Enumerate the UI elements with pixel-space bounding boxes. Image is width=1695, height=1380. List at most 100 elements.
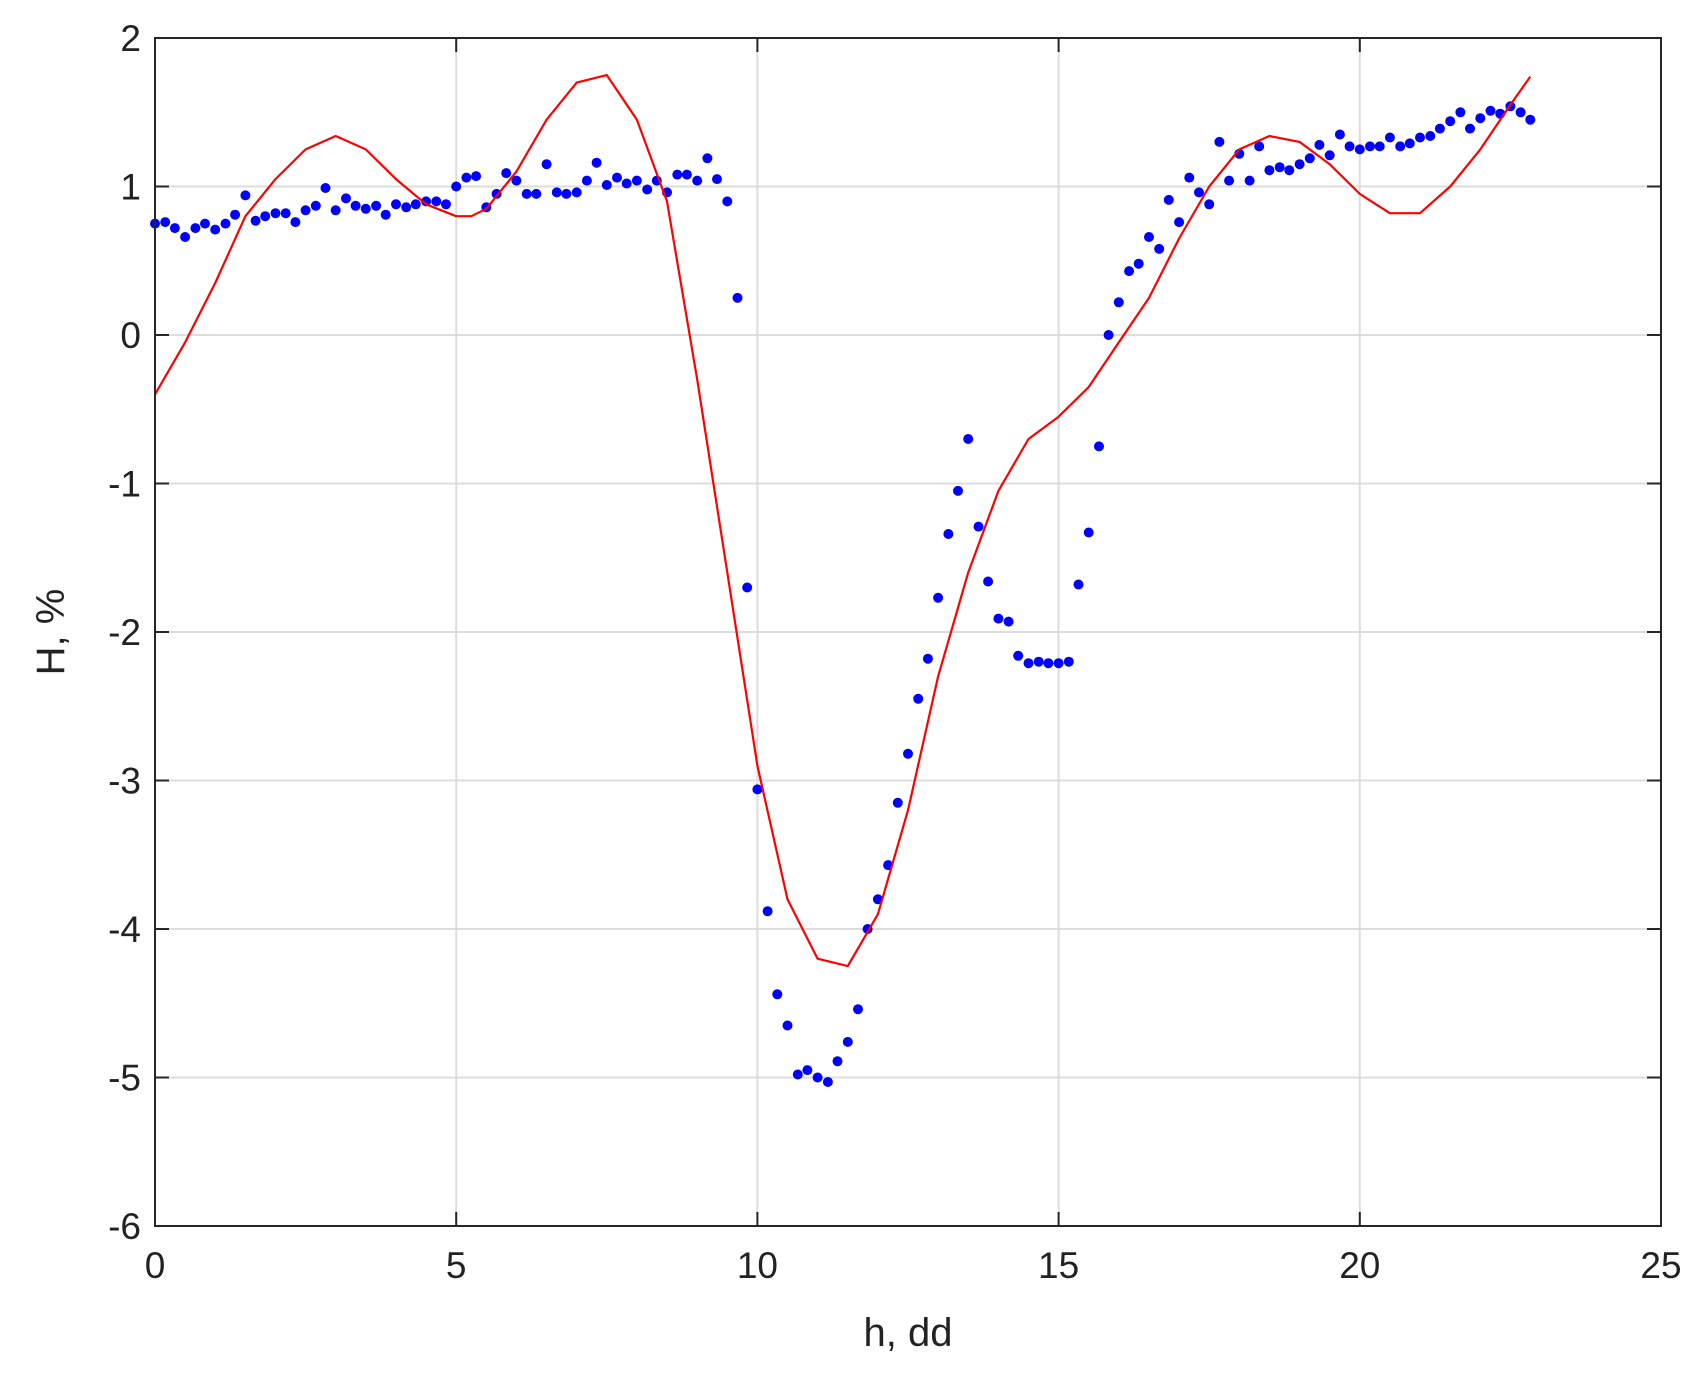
data-point [1274,162,1285,173]
data-point [742,582,753,593]
data-point [1214,136,1225,147]
data-point [922,653,933,664]
data-point [1003,616,1014,627]
data-point [380,209,391,220]
data-point [1515,107,1526,118]
data-point [642,184,653,195]
data-point [993,613,1004,624]
data-point [842,1036,853,1047]
series-1-line [154,73,1532,968]
data-point [612,172,622,183]
data-point [1294,159,1305,170]
data-point [160,217,171,228]
data-point [169,223,180,234]
data-point [953,485,963,496]
data-point [963,434,974,444]
data-point [1374,141,1385,152]
grid [155,38,1661,1226]
y-tick-label: -4 [108,909,141,950]
y-axis-label: H, % [29,589,73,676]
data-point [853,1004,863,1015]
data-point [1113,297,1124,308]
data-point [1314,139,1325,150]
data-point [391,199,401,210]
data-point [1344,141,1355,152]
data-point [1404,138,1415,149]
data-point [1094,441,1104,452]
x-tick-label: 15 [1038,1245,1079,1286]
data-point [1284,165,1295,176]
series-layer [150,73,1536,1087]
data-point [1244,175,1255,186]
data-point [310,200,321,211]
data-point [341,193,351,204]
data-point [1224,175,1235,186]
data-point [1184,172,1195,183]
data-point [551,187,562,198]
y-tick-label: 1 [120,167,141,208]
data-point [1133,258,1144,269]
data-point [1525,114,1536,125]
data-point [722,196,733,207]
data-point [1043,658,1054,669]
data-point [1415,132,1425,143]
data-point [240,190,251,201]
data-point [471,171,482,182]
y-tick-label: -2 [108,612,141,653]
data-point [441,199,451,210]
data-point [1254,141,1265,152]
data-point [983,576,994,587]
data-point [782,1020,793,1031]
data-point [822,1077,833,1087]
data-point [1485,105,1496,116]
data-point [1194,187,1204,198]
data-point [270,208,281,219]
y-tick-label: -6 [108,1206,141,1247]
data-point [320,183,331,193]
data-point [260,211,271,222]
data-point [832,1056,843,1067]
y-tick-label: 2 [120,18,141,59]
data-point [1384,132,1395,143]
data-point [230,209,241,220]
data-point [280,208,291,219]
data-point [1324,150,1335,161]
y-tick-label: -3 [108,761,141,802]
data-point [521,188,532,199]
data-point [1174,217,1185,228]
data-point [200,218,210,229]
data-point [672,169,683,180]
data-point [290,217,301,228]
data-point [792,1069,803,1080]
data-point [180,232,191,242]
data-point [1083,527,1094,538]
data-point [410,199,421,210]
y-tick-label: -5 [108,1058,141,1099]
x-tick-label: 25 [1640,1245,1681,1286]
data-point [541,159,552,170]
data-point [1204,199,1215,210]
data-point [712,174,722,185]
x-axis-label: h, dd [864,1311,953,1355]
data-point [1304,153,1315,164]
data-point [1023,658,1034,669]
data-point [591,157,602,168]
data-point [220,218,231,229]
data-point [1264,165,1275,176]
data-point [1013,650,1024,661]
data-point [210,224,221,235]
x-tick-label: 20 [1339,1245,1380,1286]
data-point [621,178,632,189]
data-point [250,215,261,226]
data-point [350,200,361,211]
data-point [903,748,913,759]
data-point [360,203,371,214]
data-point [1063,656,1074,667]
series-0-markers [150,101,1536,1087]
data-point [1144,232,1154,242]
data-point [1073,579,1084,590]
data-point [1334,129,1345,140]
data-point [581,175,592,186]
data-point [631,175,642,186]
data-point [732,292,743,303]
